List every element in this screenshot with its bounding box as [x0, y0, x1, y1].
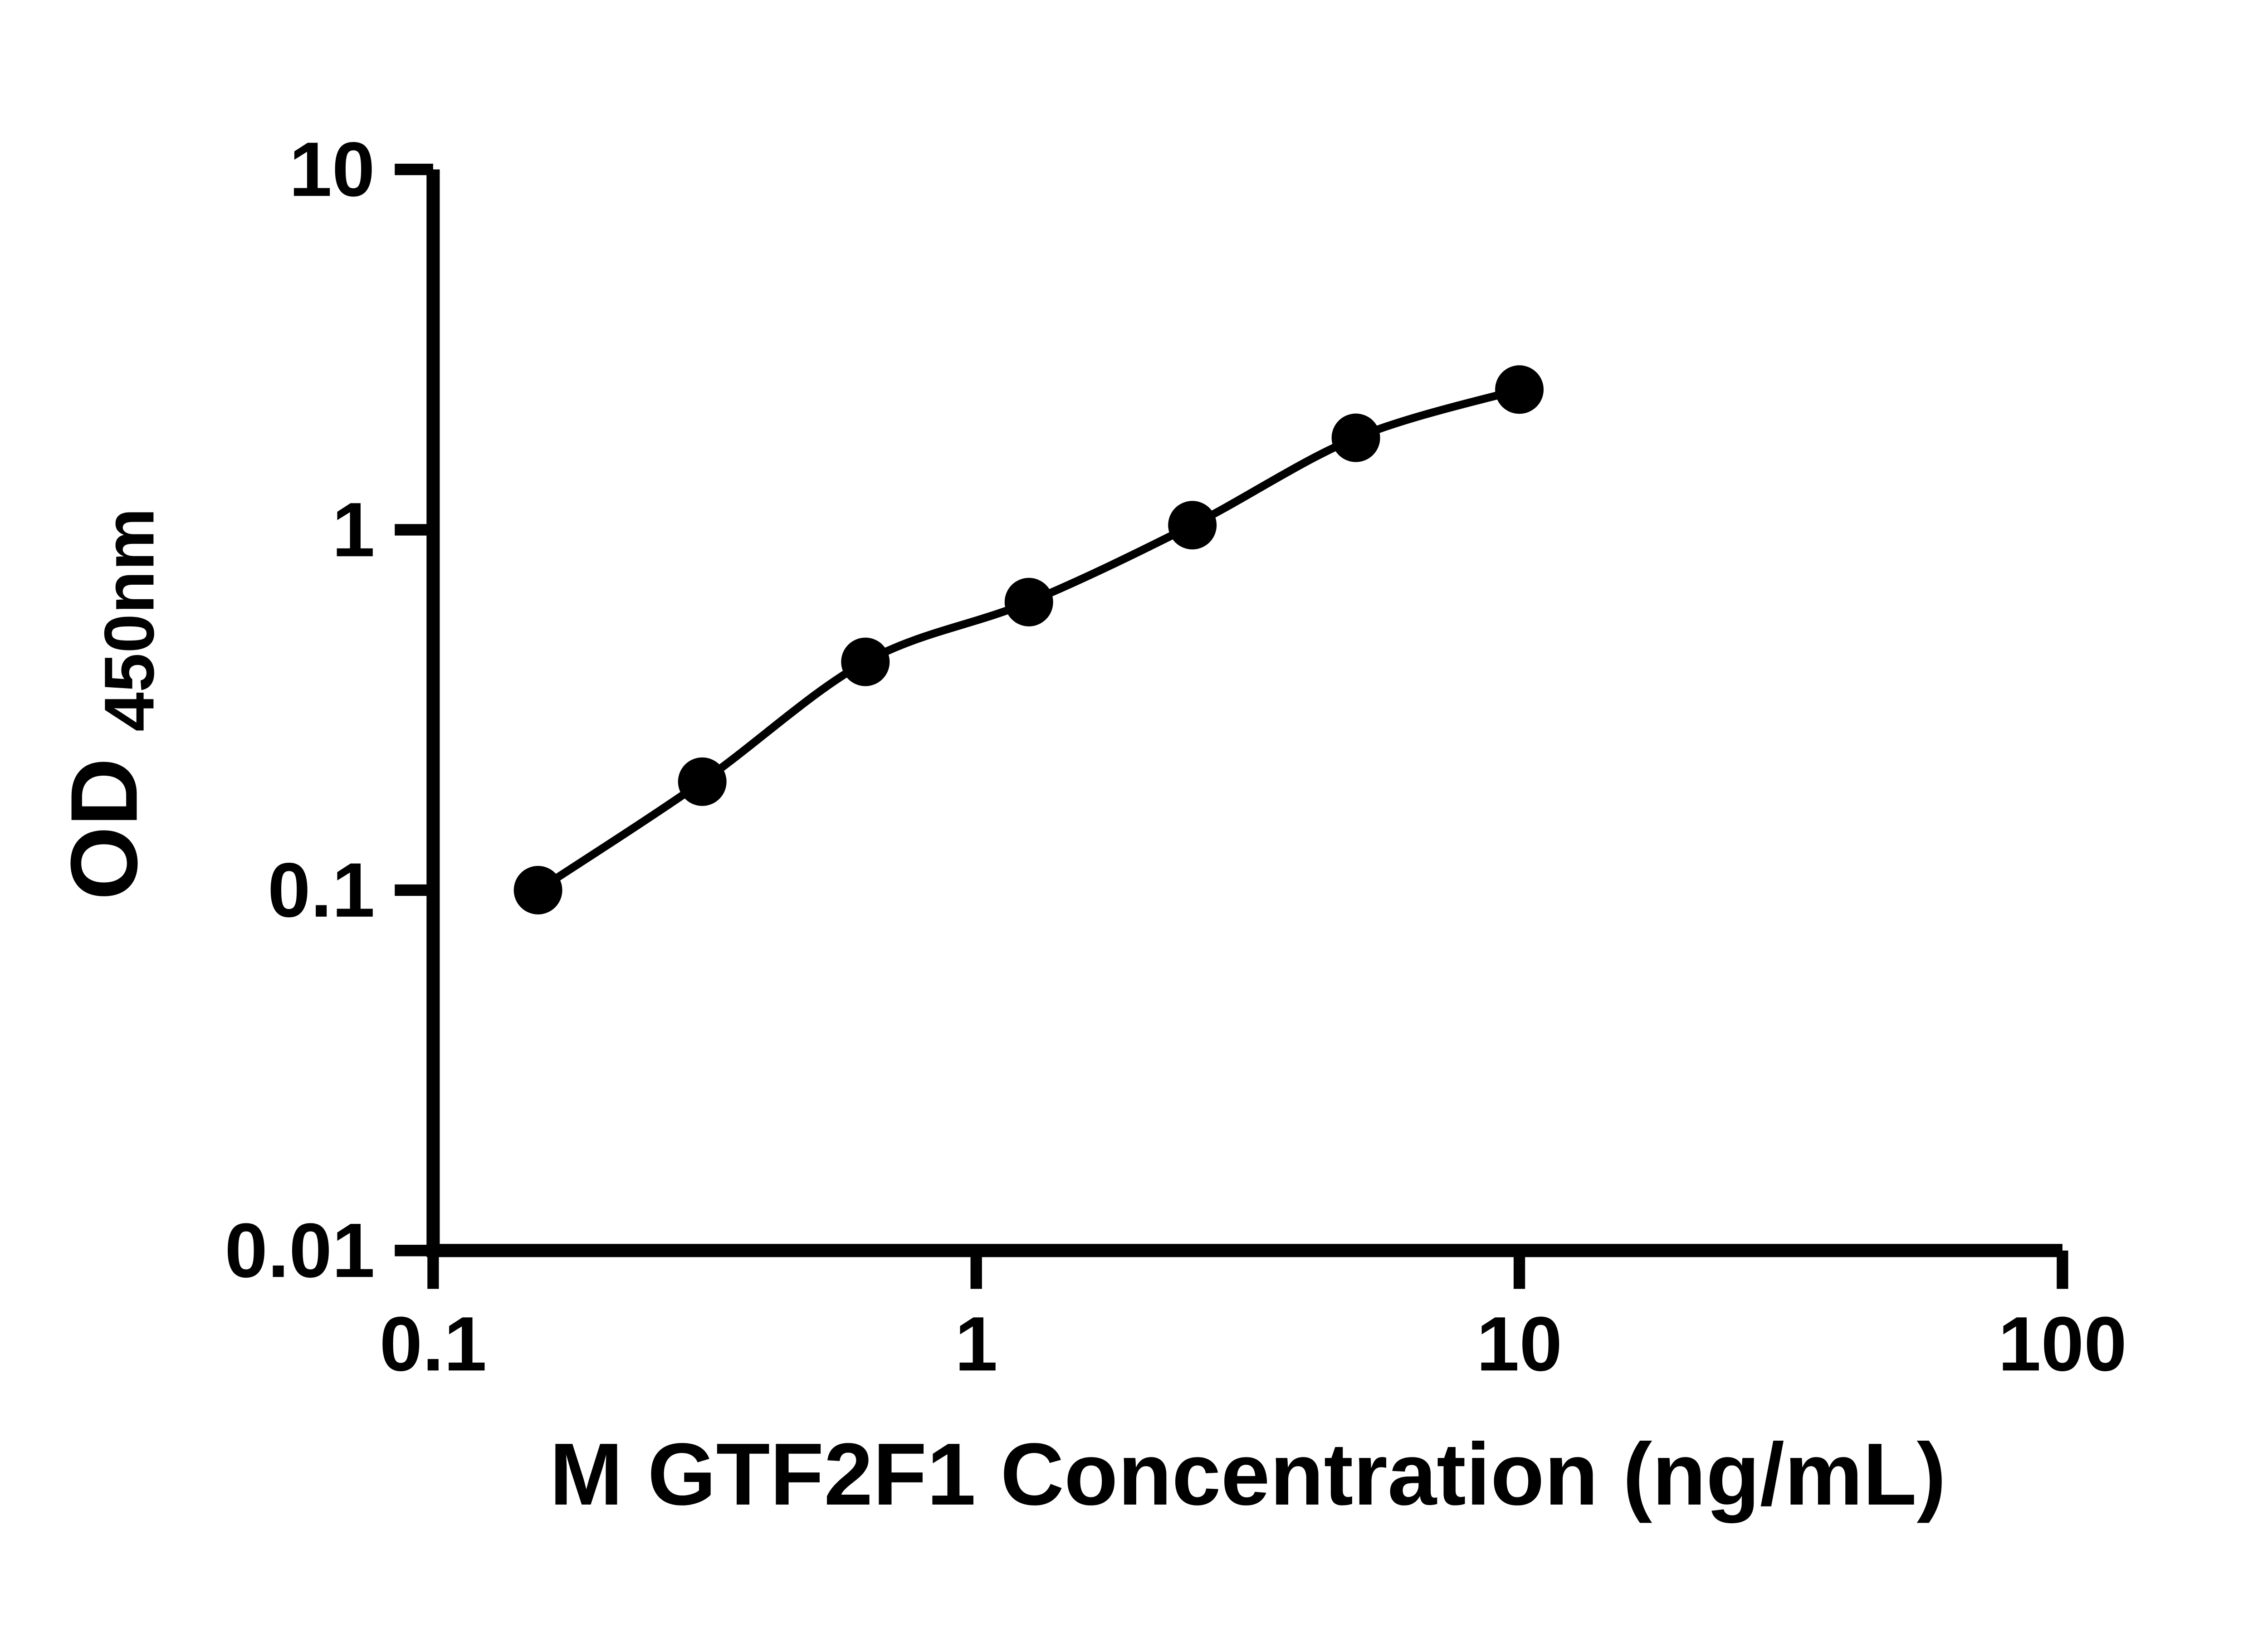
y-tick-label: 0.01	[225, 1208, 375, 1294]
data-point-marker	[1495, 365, 1544, 414]
data-point-marker	[1004, 577, 1053, 626]
x-tick-label: 10	[1476, 1301, 1562, 1387]
data-point-marker	[513, 865, 562, 914]
x-axis-title: M GTF2F1 Concentration (ng/mL)	[549, 1425, 1946, 1524]
y-tick-label: 1	[332, 487, 375, 573]
data-point-marker	[1168, 501, 1217, 550]
axes	[426, 169, 2063, 1257]
axis-lines	[426, 169, 2063, 1257]
y-axis-title: OD 450nm	[51, 508, 168, 900]
y-tick-label: 0.1	[268, 847, 375, 934]
data-point-marker	[841, 637, 890, 686]
y-tick-label: 10	[289, 127, 375, 213]
y-axis-title-subscript: 450nm	[89, 508, 168, 732]
data-point-marker	[678, 757, 727, 806]
tick-marks	[395, 163, 2068, 1289]
data-point-marker	[1331, 413, 1380, 462]
x-tick-label: 1	[955, 1301, 998, 1387]
plot-series	[513, 365, 1544, 914]
y-axis-title-main: OD	[51, 758, 157, 900]
x-tick-label: 0.1	[380, 1301, 487, 1387]
x-tick-label: 100	[1998, 1301, 2127, 1387]
standard-curve-line	[536, 386, 1521, 894]
